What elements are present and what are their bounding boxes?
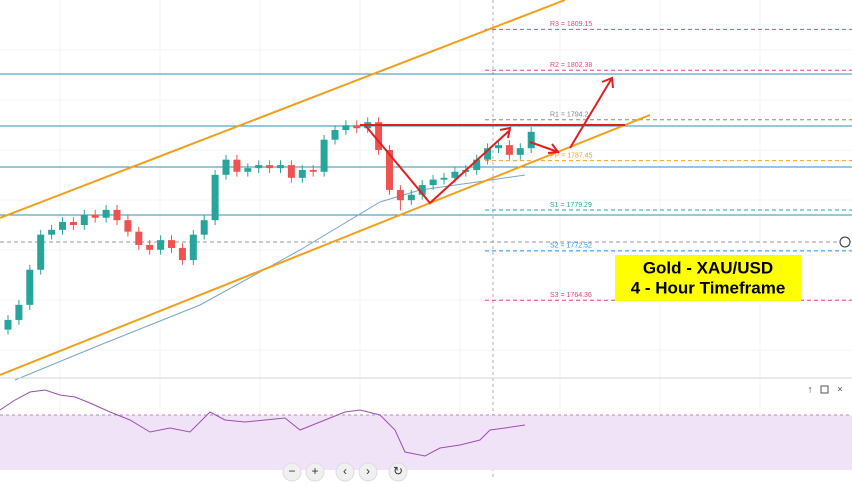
sr-lines [0,73,852,216]
toolbar-button-label[interactable]: + [311,464,318,478]
candle-body [80,214,88,225]
candle-body [91,214,99,218]
toolbar-button-label[interactable]: ‹ [343,464,347,478]
candle-body [484,148,492,160]
candle-body [495,145,502,149]
candle-body [178,247,186,261]
candle-body [331,130,339,140]
candle-body [298,169,306,178]
candle-body [37,234,45,270]
candle-body [102,209,110,218]
moving-average [14,174,526,381]
candle-body [342,125,350,131]
annotation-text: Gold - XAU/USD [643,258,773,277]
toolbar-button[interactable] [335,462,355,482]
pivot-label: R2 = 1802.38 [550,62,592,69]
pivot-label: S1 = 1779.29 [550,202,592,209]
candle-body [146,244,154,250]
candle-body [287,165,295,178]
annotation-text: 4 - Hour Timeframe [631,278,786,297]
candle-body [255,165,263,169]
toolbar-button[interactable] [282,462,302,482]
candle-body [48,229,56,235]
candle-body [15,304,23,320]
candle-body [168,240,175,248]
channel [0,0,651,376]
candle-body [59,221,66,230]
pane-controls[interactable]: ↑ × [808,385,844,396]
candle-body [113,209,121,221]
rsi-line [0,389,526,457]
candle-body [266,165,274,169]
candle-body [244,168,252,172]
pivot-label: R1 = 1794.2 [550,112,588,119]
toolbar-button-label[interactable]: › [366,464,370,478]
toolbar-button[interactable] [388,462,408,482]
svg-text:↑: ↑ [808,385,813,396]
candle-body [473,159,481,170]
annotation-arrows [360,76,625,205]
annotation-box [615,255,801,301]
candle-body [505,145,513,155]
candle-body [157,240,165,250]
candle-body [135,231,143,245]
candle-body [516,148,524,155]
candle-body [386,150,393,190]
candle-body [418,185,426,195]
candle-body [309,169,317,172]
candle-body [375,122,383,150]
toolbar-button-label[interactable]: ↻ [393,464,403,478]
candle-body [320,139,328,172]
candle-body [124,220,132,232]
candle-body [407,194,415,201]
candle-body [26,269,34,305]
svg-text:×: × [837,385,843,396]
candle-body [222,159,230,175]
pivot-label: PP = 1787.45 [550,152,593,159]
candle-body [396,189,404,201]
candle-body [451,171,459,178]
candle-body [200,220,208,235]
add-button[interactable] [839,236,851,248]
candle-body [69,221,77,225]
toolbar-button[interactable] [358,462,378,482]
pivot-label: S2 = 1772.52 [550,243,592,250]
candle-body [440,177,448,180]
candle-body [233,159,241,172]
pivot-label: R3 = 1809.15 [550,21,592,28]
candle-body [277,165,284,169]
pivot-label: S3 = 1764.36 [550,292,592,299]
candle-body [189,234,197,261]
toolbar-button[interactable] [305,462,325,482]
candle-body [211,174,219,221]
rsi-band [0,415,852,470]
candle-body [527,131,535,149]
candle-body [4,319,12,330]
toolbar-button-label[interactable]: − [288,464,295,478]
candle-body [353,125,361,129]
candle-body [429,179,437,186]
